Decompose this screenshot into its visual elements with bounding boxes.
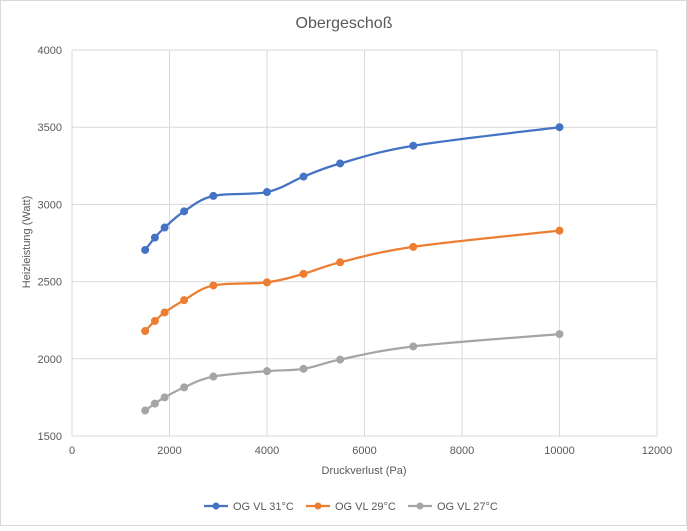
data-point (555, 123, 564, 132)
series-group (141, 123, 564, 415)
chart-title: Obergeschoß (296, 15, 393, 32)
legend-label: OG VL 31°C (233, 501, 294, 513)
data-point (299, 172, 308, 181)
data-point (409, 342, 418, 351)
y-axis-label: Heizleistung (Watt) (21, 196, 33, 289)
legend-marker (212, 502, 220, 510)
legend-label: OG VL 27°C (437, 501, 498, 513)
y-tick-label: 3000 (38, 199, 62, 211)
x-axis-label: Druckverlust (Pa) (322, 465, 407, 477)
legend: OG VL 31°C OG VL 29°C OG VL 27°C (204, 501, 498, 513)
data-point (141, 327, 150, 336)
x-tick-label: 12000 (642, 445, 673, 457)
legend-item: OG VL 31°C (204, 501, 294, 513)
data-point (336, 355, 345, 364)
x-tick-label: 2000 (157, 445, 181, 457)
data-point (180, 207, 189, 216)
data-point (141, 406, 150, 415)
x-tick-label: 4000 (255, 445, 279, 457)
y-tick-label: 1500 (38, 431, 62, 443)
data-point (180, 296, 189, 305)
y-tick-label: 2500 (38, 277, 62, 289)
legend-marker (314, 502, 322, 510)
data-point (150, 316, 159, 325)
data-point (409, 141, 418, 150)
x-tick-label: 10000 (544, 445, 575, 457)
gridlines (71, 49, 658, 437)
data-point (299, 364, 308, 373)
data-point (209, 281, 218, 290)
data-point (209, 191, 218, 200)
data-point (299, 269, 308, 278)
data-point (150, 233, 159, 242)
series-2 (141, 330, 564, 415)
legend-item: OG VL 27°C (408, 501, 498, 513)
data-point (263, 367, 271, 376)
series-0 (141, 123, 564, 254)
legend-item: OG VL 29°C (306, 501, 396, 513)
data-point (160, 308, 169, 317)
data-point (209, 372, 218, 381)
data-point (160, 393, 169, 402)
legend-label: OG VL 29°C (335, 501, 396, 513)
data-point (180, 383, 189, 392)
x-tick-label: 6000 (352, 445, 376, 457)
x-tick-label: 0 (69, 445, 75, 457)
data-point (263, 278, 271, 287)
x-tick-label: 8000 (450, 445, 474, 457)
data-point (263, 188, 271, 197)
data-point (141, 245, 150, 254)
data-point (150, 399, 159, 408)
data-point (555, 330, 564, 339)
axes: 1500 2000 2500 3000 3500 4000 0 2000 4000 6000 800… (38, 45, 673, 457)
data-point (336, 258, 345, 267)
data-point (555, 226, 564, 235)
y-tick-label: 3500 (38, 122, 62, 134)
series-1 (141, 226, 564, 336)
data-point (336, 159, 345, 168)
data-point (409, 242, 418, 251)
y-tick-label: 4000 (38, 45, 62, 57)
legend-marker (416, 502, 424, 510)
y-tick-label: 2000 (38, 354, 62, 366)
data-point (160, 223, 169, 232)
